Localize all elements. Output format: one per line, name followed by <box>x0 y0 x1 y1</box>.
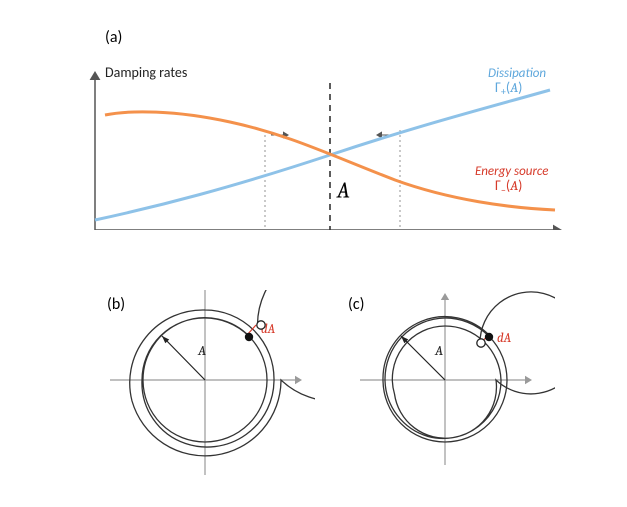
panel-a-figure: Damping ratesOscillation amplitudeAA – d… <box>0 30 627 235</box>
dissipation-curve <box>95 90 550 220</box>
energy-symbol: Γ–(A) <box>495 177 522 196</box>
start-dot <box>477 339 485 347</box>
end-dot <box>485 333 493 341</box>
end-dot <box>245 333 253 341</box>
panel-c-figure: AdA <box>335 290 555 495</box>
spiral-trajectory <box>383 292 555 442</box>
start-dot <box>257 321 265 329</box>
center-A: A <box>336 178 350 204</box>
radius-A-label: A <box>197 342 206 359</box>
spiral-trajectory <box>130 290 315 456</box>
dissipation-symbol: Γ+(A) <box>495 79 522 98</box>
dA-label: dA <box>497 331 512 346</box>
radius-A-label: A <box>434 342 443 359</box>
y-axis-label: Damping rates <box>105 64 187 81</box>
panel-b-figure: AdA <box>95 290 315 495</box>
